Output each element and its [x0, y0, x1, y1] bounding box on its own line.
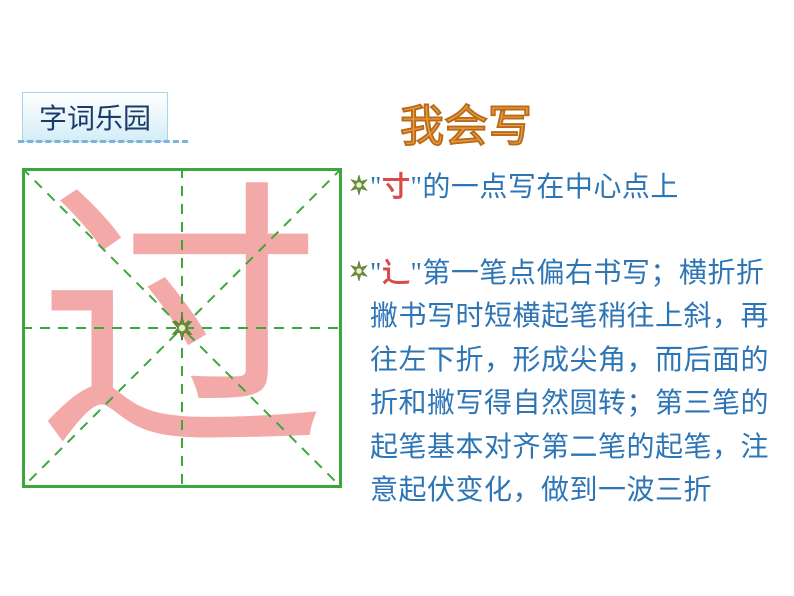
description-2: "辶"第一笔点偏右书写；横折折撇书写时短横起笔稍往上斜，再往左下折，形成尖角，而…	[370, 252, 790, 512]
desc-text: "的一点写在中心点上	[410, 172, 678, 203]
quoted-char: 寸	[382, 172, 411, 203]
quote-open: "	[370, 172, 382, 203]
badge-underline	[18, 140, 188, 143]
center-star-icon	[169, 315, 195, 341]
quote-open: "	[370, 258, 382, 289]
bullet-star-icon	[348, 260, 370, 282]
desc-text: "第一笔点偏右书写；横折折撇书写时短横起笔稍往上斜，再往左下折，形成尖角，而后面…	[370, 258, 769, 506]
section-badge: 字词乐园	[22, 92, 168, 142]
badge-text: 字词乐园	[39, 104, 151, 135]
character-grid: 过	[22, 168, 342, 488]
quoted-char: 辶	[382, 258, 411, 289]
bullet-star-icon	[348, 174, 370, 196]
description-1: "寸"的一点写在中心点上	[370, 166, 780, 209]
page-title: 我会写	[400, 90, 532, 154]
